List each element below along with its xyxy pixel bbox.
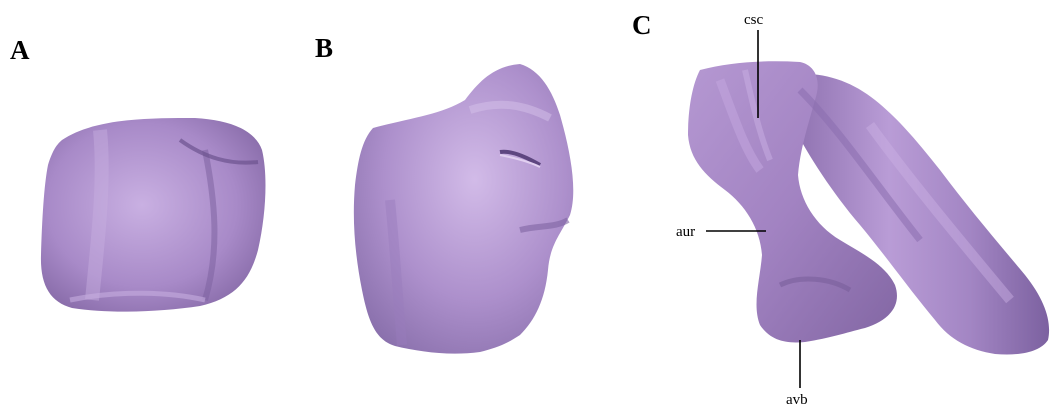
panel-a-specimen (40, 118, 266, 312)
panel-b-specimen (353, 64, 574, 354)
annotation-aur-label: aur (676, 224, 695, 240)
panel-label-b: B (315, 33, 333, 63)
annotation-csc-label: csc (744, 12, 763, 28)
panel-label-c: C (632, 10, 652, 40)
panel-c-specimen (688, 61, 1050, 355)
annotation-avb-label: avb (786, 392, 808, 408)
panel-label-a: A (10, 35, 30, 65)
